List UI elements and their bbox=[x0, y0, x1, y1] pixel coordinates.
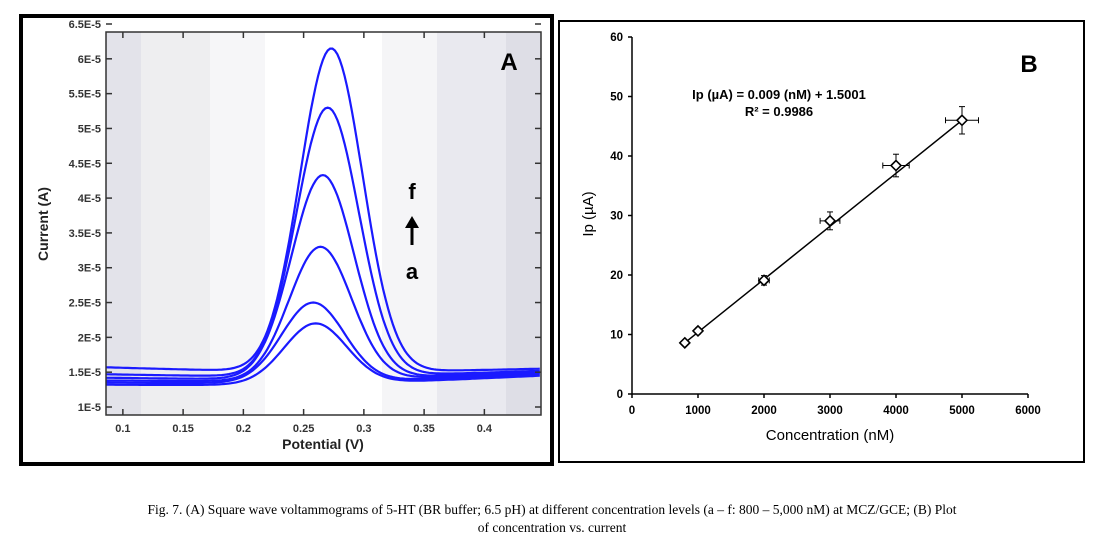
x-tick-label: 0.35 bbox=[413, 423, 434, 435]
y-tick-label: 2.5E-5 bbox=[69, 298, 101, 310]
panel-b-axes: 0 10 20 30 40 50 60 0 1000 2000 3000 4000 5000 6000 bbox=[610, 32, 1041, 417]
x-tick-label: 3000 bbox=[817, 405, 843, 417]
data-point bbox=[955, 114, 969, 127]
caption-line-2: of concentration vs. current bbox=[477, 520, 627, 535]
panel-a-ylabel: Current (A) bbox=[35, 187, 51, 261]
y-tick-label: 5.5E-5 bbox=[69, 89, 101, 101]
x-tick-label: 0.3 bbox=[356, 423, 371, 435]
background-band bbox=[265, 32, 382, 415]
panel-a-label: A bbox=[500, 49, 517, 76]
x-tick-label: 0.2 bbox=[236, 423, 251, 435]
data-point bbox=[678, 336, 691, 349]
y-tick-label: 4E-5 bbox=[78, 193, 101, 205]
data-point bbox=[757, 274, 771, 287]
data-point bbox=[823, 214, 837, 227]
voltammogram-curve-b bbox=[106, 301, 540, 385]
y-tick-label: 3E-5 bbox=[78, 263, 101, 275]
panel-a-curves bbox=[105, 47, 540, 386]
x-tick-label: 0 bbox=[629, 405, 635, 417]
voltammogram-curve-d bbox=[106, 173, 540, 380]
y-tick-label: 1.5E-5 bbox=[69, 367, 101, 379]
x-tick-label: 0.15 bbox=[172, 423, 193, 435]
y-tick-label: 6E-5 bbox=[78, 54, 101, 66]
y-tick-label: 50 bbox=[610, 92, 623, 104]
panel-b-marks bbox=[678, 106, 979, 349]
y-tick-label: 60 bbox=[610, 32, 623, 44]
voltammogram-curve-a bbox=[106, 322, 540, 386]
panel-a-background-bands bbox=[106, 32, 541, 415]
regression-line bbox=[684, 119, 963, 344]
x-tick-label: 0.1 bbox=[115, 423, 130, 435]
regression-equation: Ip (µA) = 0.009 (nM) + 1.5001 bbox=[692, 87, 866, 102]
voltammogram-curve-e bbox=[106, 106, 540, 377]
data-point bbox=[691, 324, 705, 338]
data-point bbox=[889, 159, 903, 172]
panel-b-xlabel: Concentration (nM) bbox=[766, 427, 894, 444]
r-squared: R² = 0.9986 bbox=[745, 104, 813, 119]
x-tick-label: 5000 bbox=[949, 405, 975, 417]
y-tick-label: 20 bbox=[610, 270, 623, 282]
y-tick-label: 1E-5 bbox=[78, 402, 101, 414]
y-tick-label: 10 bbox=[610, 330, 623, 342]
y-tick-label: 0 bbox=[617, 389, 623, 401]
background-band bbox=[106, 32, 141, 415]
x-tick-label: 0.25 bbox=[293, 423, 314, 435]
panel-a-plot-border bbox=[105, 31, 542, 416]
x-tick-label: 2000 bbox=[751, 405, 777, 417]
y-tick-label: 40 bbox=[610, 151, 623, 163]
panel-a-xlabel: Potential (V) bbox=[282, 436, 364, 452]
annotation-a: a bbox=[406, 259, 419, 284]
background-band bbox=[210, 32, 265, 415]
panel-b-label: B bbox=[1020, 51, 1037, 78]
y-tick-label: 6.5E-5 bbox=[69, 19, 101, 31]
x-tick-label: 4000 bbox=[883, 405, 909, 417]
y-tick-label: 2E-5 bbox=[78, 332, 101, 344]
y-tick-label: 5E-5 bbox=[78, 123, 101, 135]
y-tick-label: 30 bbox=[610, 211, 623, 223]
background-band bbox=[506, 32, 541, 415]
background-band bbox=[437, 32, 506, 415]
x-tick-label: 1000 bbox=[685, 405, 711, 417]
panel-b-frame bbox=[558, 20, 1085, 463]
panel-a-axes: 1E-5 1.5E-5 2E-5 2.5E-5 3E-5 3.5E-5 4E-5 4.5E-5… bbox=[69, 19, 541, 435]
x-tick-label: 0.4 bbox=[477, 423, 493, 435]
background-band bbox=[141, 32, 210, 415]
up-arrow-icon bbox=[405, 216, 419, 245]
caption-line-1: Fig. 7. (A) Square wave voltammograms of… bbox=[147, 502, 957, 517]
voltammogram-curve-f bbox=[105, 47, 540, 372]
y-tick-label: 3.5E-5 bbox=[69, 228, 101, 240]
annotation-f: f bbox=[408, 179, 416, 204]
y-tick-label: 4.5E-5 bbox=[69, 158, 101, 170]
panel-b-ylabel: Ip (µA) bbox=[580, 191, 597, 236]
figure-caption: Fig. 7. (A) Square wave voltammograms of… bbox=[20, 501, 1084, 537]
x-tick-label: 6000 bbox=[1015, 405, 1041, 417]
